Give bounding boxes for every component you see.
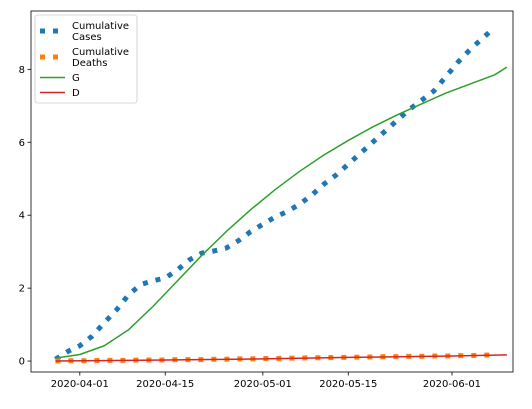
x-tick-label: 2020-05-01 xyxy=(234,379,292,390)
g-legend-label: G xyxy=(72,73,80,84)
x-tick-label: 2020-04-01 xyxy=(51,379,109,390)
series-layer xyxy=(54,25,508,364)
axes-frame xyxy=(30,10,514,373)
legend-box xyxy=(34,14,138,104)
cumulative-cases-legend-label: Cumulative xyxy=(72,21,129,32)
x-tick-label: 2020-05-15 xyxy=(319,379,377,390)
y-tick-label: 8 xyxy=(19,65,25,76)
x-tick-label: 2020-04-15 xyxy=(136,379,194,390)
cumulative-cases-legend-label: Cases xyxy=(72,32,102,43)
d-series-line xyxy=(55,354,507,362)
y-tick-label: 0 xyxy=(19,357,25,368)
x-axis: 2020-04-01 2020-04-15 2020-05-01 2020-05-15… xyxy=(51,372,481,390)
y-tick-label: 2 xyxy=(19,284,25,295)
cumulative-deaths-legend-label: Deaths xyxy=(72,58,107,69)
y-tick-label: 6 xyxy=(19,138,25,149)
cumulative-deaths-legend-label: Cumulative xyxy=(72,47,129,58)
d-legend-label: D xyxy=(72,88,80,99)
y-axis: 0 2 4 6 8 xyxy=(19,65,31,368)
y-tick-label: 4 xyxy=(19,211,25,222)
cumulative-cases-series-line xyxy=(54,25,497,362)
g-series-line xyxy=(55,66,508,359)
x-tick-label: 2020-06-01 xyxy=(423,379,481,390)
